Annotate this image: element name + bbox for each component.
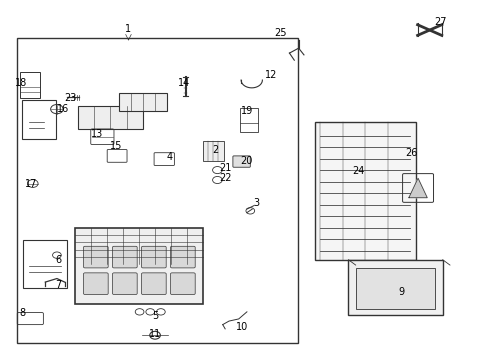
- FancyBboxPatch shape: [112, 246, 137, 268]
- Bar: [75, 228, 203, 304]
- Polygon shape: [408, 178, 427, 198]
- Text: 18: 18: [15, 77, 27, 87]
- Text: 10: 10: [236, 322, 248, 332]
- Text: 7: 7: [55, 280, 61, 289]
- Text: 2: 2: [212, 145, 218, 155]
- Text: 8: 8: [19, 308, 25, 318]
- Text: 23: 23: [64, 94, 77, 103]
- FancyBboxPatch shape: [232, 156, 250, 167]
- Bar: [355, 268, 435, 309]
- FancyBboxPatch shape: [170, 273, 195, 294]
- Text: 21: 21: [219, 163, 231, 172]
- Bar: [314, 122, 415, 260]
- Text: 19: 19: [240, 106, 252, 116]
- Bar: [78, 105, 142, 129]
- Bar: [22, 100, 56, 139]
- Bar: [23, 240, 66, 288]
- FancyBboxPatch shape: [170, 246, 195, 268]
- Text: 25: 25: [274, 28, 286, 38]
- FancyBboxPatch shape: [112, 273, 137, 294]
- Text: 6: 6: [55, 255, 61, 265]
- Text: 20: 20: [240, 156, 253, 166]
- Text: 24: 24: [351, 166, 364, 176]
- Text: 14: 14: [178, 77, 190, 87]
- Text: 15: 15: [110, 141, 122, 151]
- Text: 1: 1: [125, 24, 131, 34]
- Text: 27: 27: [433, 17, 446, 27]
- FancyBboxPatch shape: [141, 246, 166, 268]
- Text: 9: 9: [398, 287, 404, 297]
- Bar: [17, 38, 297, 343]
- FancyBboxPatch shape: [141, 273, 166, 294]
- Bar: [119, 93, 167, 111]
- Text: 16: 16: [57, 104, 69, 114]
- Text: 4: 4: [166, 152, 172, 162]
- FancyBboxPatch shape: [83, 273, 108, 294]
- Text: 11: 11: [149, 329, 161, 339]
- Text: 3: 3: [253, 198, 259, 208]
- Bar: [20, 72, 41, 98]
- Text: 17: 17: [24, 179, 37, 189]
- Bar: [239, 108, 258, 132]
- Text: 13: 13: [91, 129, 103, 139]
- Bar: [348, 260, 442, 315]
- Bar: [203, 141, 223, 161]
- Text: 22: 22: [219, 173, 231, 183]
- Text: 26: 26: [404, 148, 417, 158]
- Text: 12: 12: [264, 71, 277, 80]
- FancyBboxPatch shape: [83, 246, 108, 268]
- Text: 5: 5: [152, 311, 158, 321]
